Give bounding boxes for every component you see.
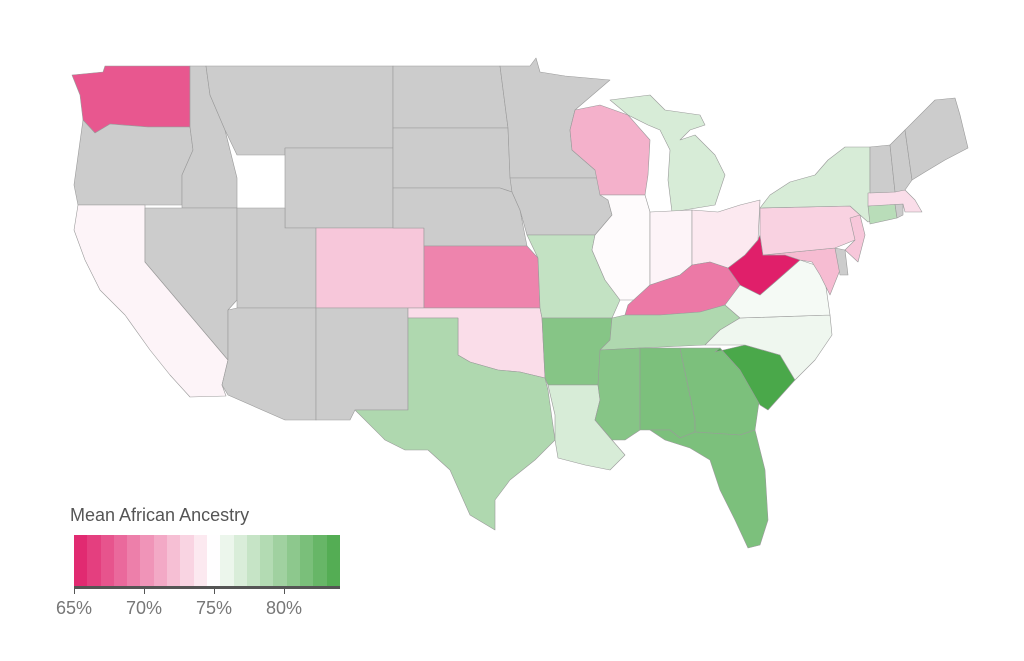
state-new-hampshire[interactable]	[889, 129, 913, 193]
legend-swatch	[167, 535, 181, 587]
legend-swatch	[140, 535, 154, 587]
state-north-carolina[interactable]	[704, 314, 833, 381]
state-south-dakota[interactable]	[392, 127, 513, 193]
legend-swatch	[300, 535, 314, 587]
state-iowa[interactable]	[509, 177, 613, 236]
legend-tick-mark	[144, 589, 145, 594]
legend-swatch	[153, 535, 168, 587]
state-washington[interactable]	[71, 65, 191, 134]
state-delaware[interactable]	[834, 247, 849, 276]
legend-swatch	[113, 535, 128, 587]
legend-swatch	[100, 535, 114, 587]
state-montana[interactable]	[205, 65, 394, 156]
legend-swatch	[193, 535, 207, 587]
state-illinois[interactable]	[591, 194, 651, 301]
legend-tick-mark	[214, 589, 215, 594]
legend-swatch	[87, 535, 101, 587]
legend-tick-mark	[284, 589, 285, 594]
state-pennsylvania[interactable]	[759, 205, 861, 256]
state-colorado[interactable]	[315, 227, 425, 309]
state-north-dakota[interactable]	[392, 65, 509, 129]
legend-color-bar	[74, 535, 340, 587]
state-wyoming[interactable]	[284, 147, 394, 229]
legend-swatch	[326, 535, 340, 587]
state-michigan[interactable]	[609, 94, 726, 213]
legend-tick-label: 75%	[195, 598, 233, 618]
legend-swatch	[233, 535, 247, 587]
legend-title: Mean African Ancestry	[70, 505, 250, 525]
state-maine[interactable]	[904, 97, 969, 181]
state-texas[interactable]	[354, 317, 556, 531]
state-arizona[interactable]	[221, 307, 317, 421]
legend-swatch	[313, 535, 327, 587]
legend-swatch	[74, 535, 88, 587]
legend-swatch	[273, 535, 287, 587]
legend-tick-label: 65%	[55, 598, 93, 618]
legend-tick-label: 70%	[125, 598, 163, 618]
legend-swatch	[127, 535, 141, 587]
state-connecticut[interactable]	[867, 203, 898, 225]
legend-axis	[74, 586, 340, 589]
state-mississippi[interactable]	[594, 347, 641, 441]
legend-swatch	[206, 535, 221, 587]
state-new-mexico[interactable]	[315, 307, 409, 421]
legend-swatch	[246, 535, 261, 587]
state-kansas[interactable]	[423, 245, 541, 309]
legend-tick-mark	[74, 589, 75, 594]
legend-tick-label: 80%	[265, 598, 303, 618]
state-oregon[interactable]	[73, 119, 194, 206]
legend-swatch	[286, 535, 301, 587]
legend-swatch	[180, 535, 194, 587]
legend-swatch	[260, 535, 274, 587]
state-florida[interactable]	[649, 429, 769, 549]
legend-swatch	[220, 535, 234, 587]
state-massachusetts[interactable]	[867, 189, 923, 213]
